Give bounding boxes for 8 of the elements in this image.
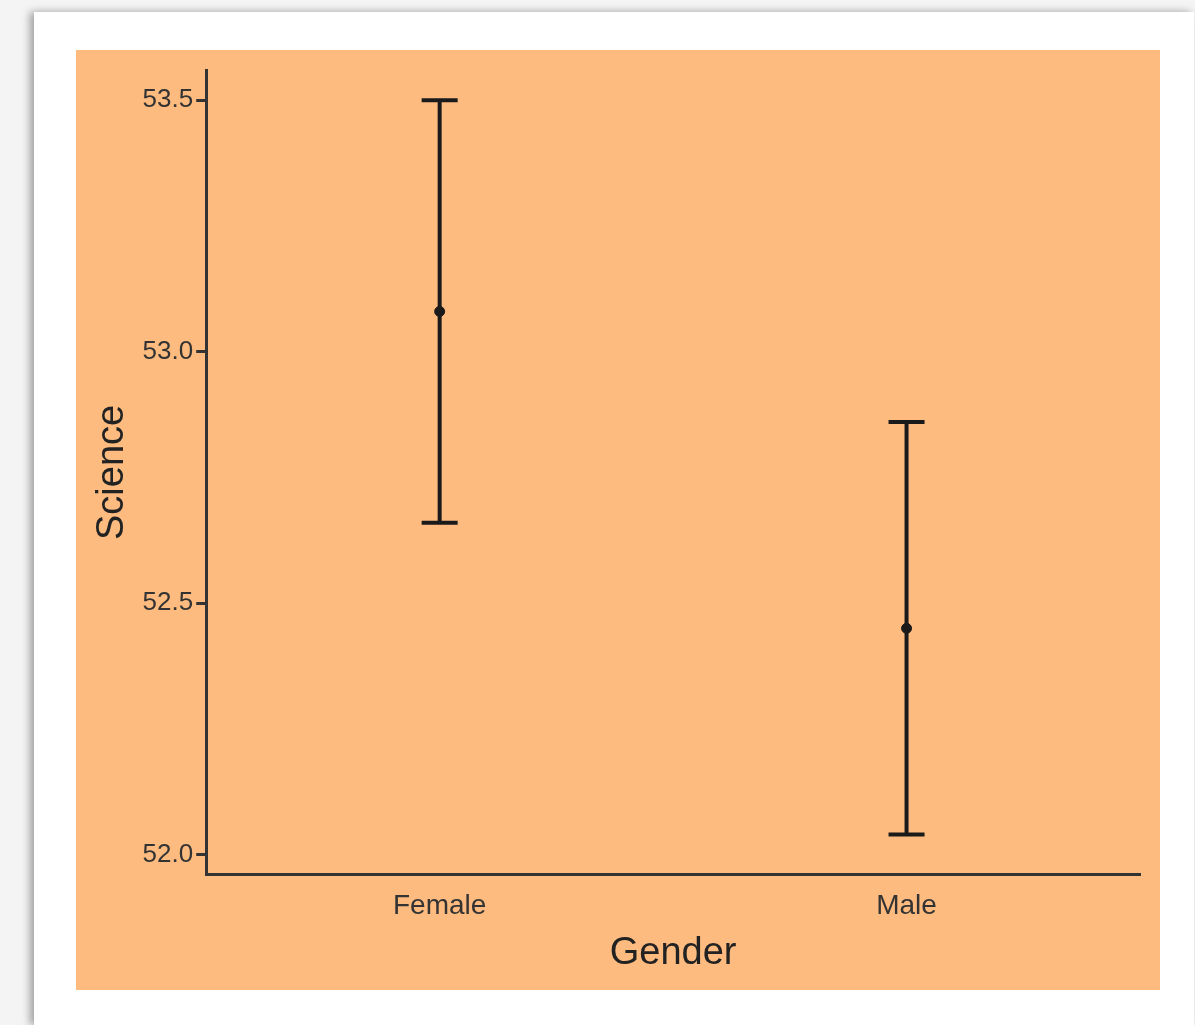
- y-axis-title: Science: [89, 404, 132, 540]
- y-tick-label: 53.0: [142, 334, 194, 365]
- x-tick-label: Female: [392, 889, 487, 921]
- x-tick-label: Male: [876, 889, 937, 921]
- y-tick-label: 52.5: [142, 586, 194, 617]
- x-axis-title: Gender: [609, 929, 737, 972]
- y-tick-label: 52.0: [142, 837, 194, 868]
- y-tick-label: 53.5: [142, 83, 194, 114]
